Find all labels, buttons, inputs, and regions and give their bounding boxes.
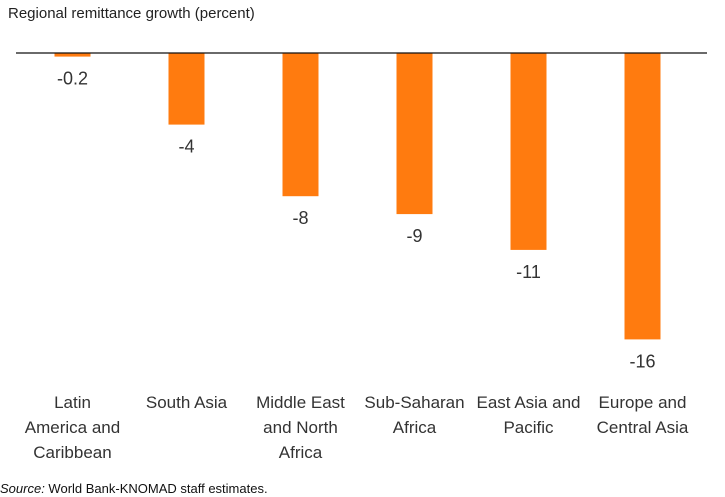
bar-3 <box>282 53 319 197</box>
bar-6 <box>624 53 661 340</box>
category-label-line: Latin <box>54 393 91 412</box>
category-label-line: Caribbean <box>33 443 112 462</box>
category-label-5: East Asia and Pacific <box>470 390 588 440</box>
value-label-4: -9 <box>406 226 422 246</box>
value-label-6: -16 <box>629 351 655 371</box>
category-label-1: Latin America and Caribbean <box>14 390 132 465</box>
source-text: World Bank-KNOMAD staff estimates. <box>44 481 268 496</box>
category-label-line: Central Asia <box>596 418 689 437</box>
source-label: Source: <box>0 481 45 496</box>
category-label-line: Middle East <box>256 393 345 412</box>
category-label-line: America and <box>24 418 121 437</box>
category-label-line: Africa <box>278 443 323 462</box>
category-label-3: Middle East and North Africa <box>242 390 360 465</box>
chart-title: Regional remittance growth (percent) <box>8 5 255 22</box>
bar-2 <box>168 53 205 125</box>
value-label-1: -0.2 <box>57 69 88 89</box>
category-label-line: Africa <box>392 418 437 437</box>
bar-1 <box>54 53 91 57</box>
value-label-2: -4 <box>178 137 194 157</box>
bars-layer <box>54 53 661 340</box>
value-labels-layer: -0.2 -4 -8 -9 -11 -16 <box>57 69 656 372</box>
category-label-line: East Asia and <box>476 393 581 412</box>
category-label-line: and North <box>263 418 338 437</box>
category-label-line: Pacific <box>503 418 554 437</box>
value-label-3: -8 <box>292 208 308 228</box>
category-label-2: South Asia <box>128 390 246 415</box>
bar-5 <box>510 53 547 250</box>
category-label-6: Europe and Central Asia <box>584 390 702 440</box>
category-label-line: Sub-Saharan <box>364 393 465 412</box>
bar-4 <box>396 53 433 215</box>
value-label-5: -11 <box>516 262 541 282</box>
category-label-line: South Asia <box>145 393 228 412</box>
category-label-line: Europe and <box>598 393 687 412</box>
category-label-4: Sub-Saharan Africa <box>356 390 474 440</box>
source-note: Source: World Bank-KNOMAD staff estimate… <box>0 481 268 496</box>
